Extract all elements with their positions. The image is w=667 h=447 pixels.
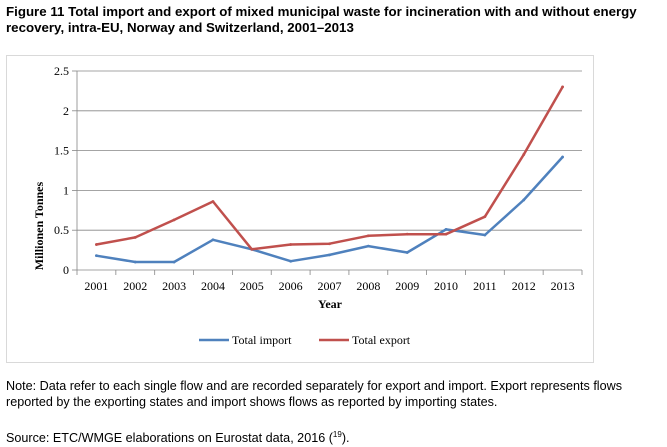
x-tick-label: 2008 (356, 279, 380, 293)
y-tick-label: 1 (63, 183, 69, 197)
y-tick-labels: 0 0.5 1 1.5 2 2.5 (54, 64, 69, 277)
data-point (133, 235, 137, 239)
x-tick-label: 2009 (395, 279, 419, 293)
y-tick-label: 0 (63, 263, 69, 277)
source-footnote-ref: 19 (332, 430, 342, 439)
legend-label: Total export (352, 333, 411, 347)
x-tick-label: 2002 (123, 279, 147, 293)
figure-source: Source: ETC/WMGE elaborations on Eurosta… (6, 427, 661, 446)
x-tick-label: 2013 (551, 279, 575, 293)
data-point (366, 244, 370, 248)
y-axis-label: Millionen Tonnes (32, 181, 46, 270)
x-tick-labels: 2001 2002 2003 2004 2005 2006 2007 2008 2009 2010… (84, 279, 574, 293)
data-point (561, 155, 564, 159)
data-point (133, 260, 137, 264)
data-point (444, 232, 448, 236)
data-point (405, 251, 409, 254)
y-tick-label: 2 (63, 104, 69, 118)
x-tick-label: 2007 (318, 279, 342, 293)
data-point (328, 242, 331, 246)
x-tick-label: 2011 (473, 279, 497, 293)
series-line-import (95, 155, 564, 264)
data-point (250, 247, 254, 251)
x-tick-label: 2012 (512, 279, 536, 293)
data-point (483, 233, 487, 237)
data-point (561, 85, 564, 89)
data-point (172, 218, 176, 222)
figure-note: Note: Data refer to each single flow and… (6, 379, 623, 409)
legend-label: Total import (232, 333, 292, 347)
data-point (95, 254, 98, 258)
data-point (483, 215, 487, 219)
data-point (95, 243, 98, 246)
x-tick-label: 2004 (201, 279, 225, 293)
data-point (328, 253, 331, 257)
x-tick-label: 2010 (434, 279, 458, 293)
line-chart: 00.511.522.5 2001 2002 2003 2004 2005 2006 200… (32, 64, 583, 347)
data-point (289, 243, 293, 246)
data-point (522, 153, 526, 156)
grid-lines (77, 70, 582, 231)
y-tick-label: 1.5 (54, 144, 69, 158)
data-point (522, 198, 526, 202)
source-text: Source: ETC/WMGE elaborations on Eurosta… (6, 431, 333, 446)
x-tick-label: 2006 (279, 279, 303, 293)
figure-title: Figure 11 Total import and export of mix… (6, 4, 637, 35)
data-point (172, 260, 176, 264)
y-tick-label: 2.5 (54, 64, 69, 78)
x-tick-label: 2005 (240, 279, 264, 293)
data-point (211, 238, 215, 242)
legend: Total import Total export (199, 333, 411, 347)
source-text-end: ). (341, 431, 350, 446)
data-point (405, 232, 409, 236)
x-tick-label: 2003 (162, 279, 186, 293)
x-axis-label: Year (318, 297, 343, 311)
data-point (366, 234, 370, 238)
chart-area: 0 0.5 1 1.5 2 2.5 2001 2002 2003 2004 2005 2006 200… (6, 55, 594, 363)
axes (72, 70, 583, 275)
data-point (211, 200, 215, 203)
data-point (444, 228, 448, 231)
y-tick-label: 0.5 (54, 223, 69, 237)
data-point (289, 259, 293, 263)
series-lines (95, 85, 564, 264)
series-line-export (95, 85, 564, 251)
x-tick-label: 2001 (84, 279, 108, 293)
